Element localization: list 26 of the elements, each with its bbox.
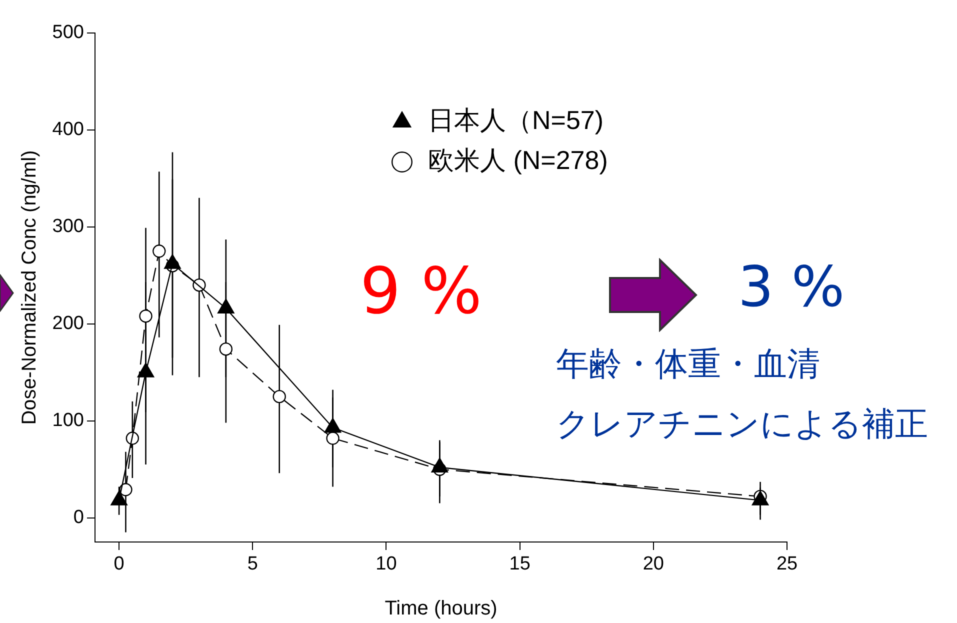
x-tick-label: 5 <box>247 554 258 575</box>
point <box>326 432 340 445</box>
annotation: 年齢・体重・血清 <box>556 343 820 385</box>
y-tick-label: 400 <box>52 119 84 140</box>
point <box>272 390 286 404</box>
y-tick-label: 500 <box>52 22 84 44</box>
x-tick-label: 20 <box>642 554 664 575</box>
y-tick-label: 300 <box>52 216 84 238</box>
y-tick-label: 100 <box>52 410 84 432</box>
x-tick-label: 0 <box>114 554 124 575</box>
x-tick-label: 25 <box>776 554 798 575</box>
annotation: 3 % <box>738 255 845 320</box>
y-tick-label: 0 <box>73 506 84 528</box>
y-tick-label: 200 <box>52 313 84 334</box>
point <box>219 342 233 356</box>
y-axis-title: Dose-Normalized Conc (ng/ml) <box>18 150 41 425</box>
point <box>119 483 132 496</box>
legend-label: 欧米人 (N=278) <box>428 145 608 176</box>
point <box>152 244 166 258</box>
x-axis-title: Time (hours) <box>384 598 498 620</box>
x-tick-label: 15 <box>509 554 530 575</box>
annotation: クレアチニンによる補正 <box>556 403 928 445</box>
legend-label: 日本人（N=57) <box>428 105 604 136</box>
annotation: 9 % <box>360 255 482 329</box>
x-tick-label: 10 <box>376 554 397 575</box>
point <box>139 310 152 323</box>
